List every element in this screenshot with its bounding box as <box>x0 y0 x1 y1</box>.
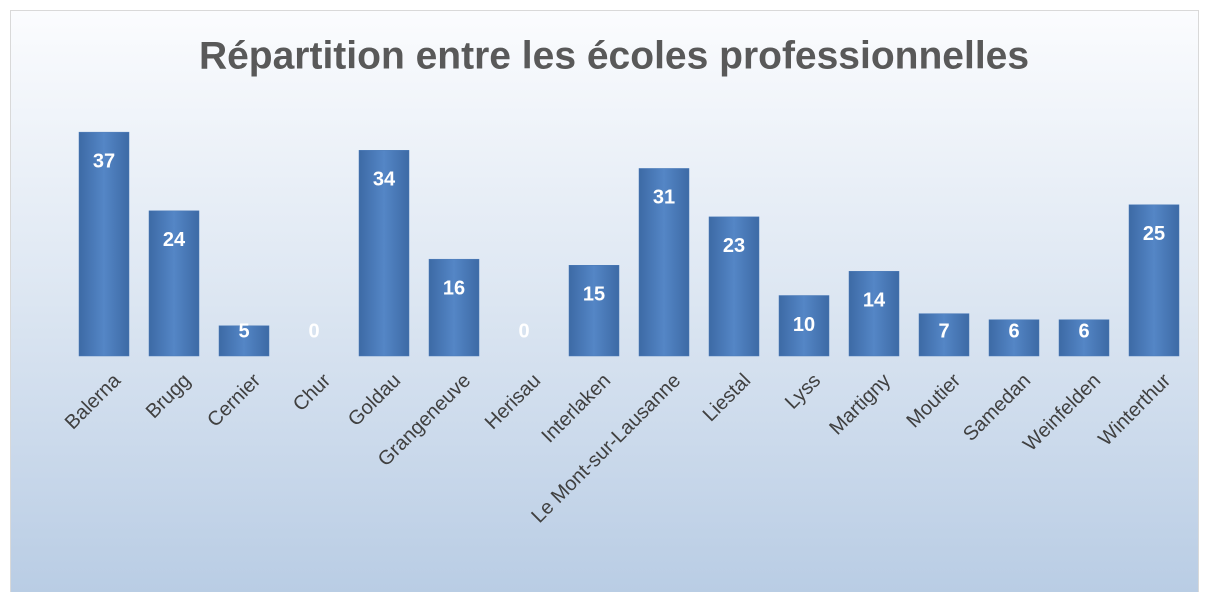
bar <box>988 319 1040 357</box>
bar <box>708 216 760 357</box>
bar <box>358 150 410 357</box>
bar <box>1128 204 1180 357</box>
data-label: 10 <box>793 314 815 336</box>
bar <box>638 168 690 357</box>
data-label: 6 <box>1008 320 1019 342</box>
bar <box>848 271 900 357</box>
bar <box>778 295 830 357</box>
data-label: 25 <box>1143 223 1165 245</box>
data-label: 0 <box>518 320 529 342</box>
bar <box>218 325 270 357</box>
data-label: 24 <box>163 229 186 251</box>
data-label: 6 <box>1078 320 1089 342</box>
chart-title: Répartition entre les écoles professionn… <box>199 34 1029 77</box>
data-label: 0 <box>308 320 319 342</box>
data-label: 23 <box>723 235 745 257</box>
data-label: 34 <box>373 169 396 191</box>
data-label: 7 <box>938 320 949 342</box>
bar <box>1058 319 1110 357</box>
bar <box>148 210 200 357</box>
bar <box>918 313 970 357</box>
data-label: 31 <box>653 187 675 209</box>
bar <box>428 258 480 357</box>
bar <box>78 131 130 357</box>
data-label: 37 <box>93 150 115 172</box>
data-label: 16 <box>443 277 465 299</box>
data-label: 15 <box>583 284 605 306</box>
data-label: 5 <box>238 320 249 342</box>
data-label: 14 <box>863 290 886 312</box>
bar <box>568 265 620 357</box>
